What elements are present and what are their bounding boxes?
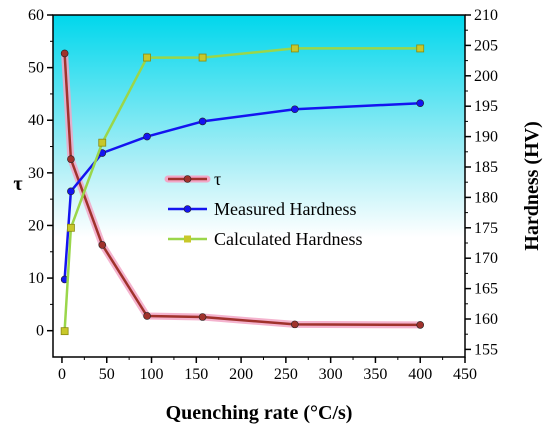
x-tick-label: 0	[58, 366, 66, 383]
y-left-tick-label: 60	[28, 7, 44, 24]
data-point	[67, 187, 75, 196]
x-tick-label: 450	[453, 366, 477, 383]
y-left-tick-label: 30	[28, 165, 44, 182]
data-point	[416, 321, 425, 329]
legend-label: Calculated Hardness	[214, 229, 362, 249]
y-right-tick-label: 195	[474, 98, 498, 115]
y-left-tick-label: 10	[28, 270, 44, 287]
x-tick-label: 50	[99, 366, 115, 383]
data-point	[98, 138, 107, 147]
y-right-tick-label: 180	[474, 189, 498, 206]
y-right-tick-label: 155	[474, 341, 498, 358]
legend-marker	[184, 235, 191, 243]
data-point	[198, 117, 207, 126]
data-point	[416, 99, 425, 107]
x-tick-label: 300	[319, 366, 343, 383]
data-point	[60, 327, 69, 336]
y-right-tick-label: 160	[474, 311, 498, 328]
x-tick-label: 250	[274, 366, 298, 383]
data-point	[291, 320, 299, 329]
data-point	[198, 53, 207, 62]
x-tick-label: 350	[363, 366, 387, 383]
legend-label: Measured Hardness	[214, 199, 356, 219]
plot-frame	[52, 14, 466, 358]
data-point	[416, 44, 425, 53]
y-axis-left-title: τ	[13, 173, 22, 195]
plot-background	[53, 15, 465, 357]
y-left-tick-label: 0	[36, 323, 44, 340]
data-point	[60, 49, 69, 58]
y-right-tick-label: 190	[474, 129, 498, 146]
legend-marker	[183, 175, 192, 183]
data-point	[143, 53, 151, 62]
y-right-tick-label: 165	[474, 281, 498, 298]
x-tick-label: 100	[140, 366, 164, 383]
y-right-tick-label: 170	[474, 250, 498, 267]
x-axis-title: Quenching rate (°C/s)	[166, 402, 353, 424]
x-tick-label: 150	[184, 366, 208, 383]
y-right-tick-label: 185	[474, 159, 498, 176]
y-right-tick-label: 175	[474, 220, 498, 237]
y-right-tick-label: 200	[474, 68, 498, 85]
data-point	[143, 132, 151, 141]
legend-label: τ	[214, 169, 221, 189]
data-point	[98, 241, 107, 249]
data-point	[143, 312, 151, 320]
data-point	[67, 155, 75, 163]
y-left-tick-label: 20	[28, 217, 44, 234]
x-tick-label: 200	[229, 366, 253, 383]
y-axis-right-title: Hardness (HV)	[521, 121, 543, 250]
y-right-tick-label: 205	[474, 37, 498, 54]
data-point	[291, 105, 299, 114]
data-point	[67, 223, 75, 232]
data-point	[198, 313, 207, 321]
legend-marker	[183, 205, 192, 213]
y-left-tick-label: 40	[28, 112, 44, 129]
y-right-tick-label: 210	[474, 7, 498, 24]
data-point	[290, 44, 299, 53]
x-tick-label: 400	[408, 366, 432, 383]
y-left-tick-label: 50	[28, 60, 44, 77]
